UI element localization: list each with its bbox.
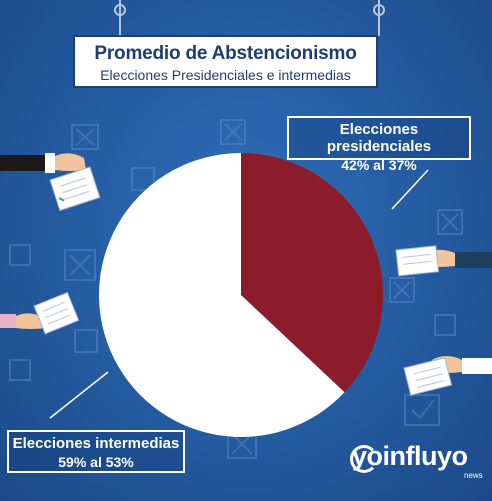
hand-with-ballot-icon	[395, 245, 492, 277]
sign-string-right	[378, 0, 380, 36]
logo-sub: news	[464, 471, 483, 480]
presidential-label-title: Elecciones presidenciales	[326, 121, 432, 155]
ballot-checkbox-icon	[9, 119, 463, 459]
pie-slice-presidential	[241, 153, 384, 393]
sign-hook-left	[114, 4, 126, 16]
logo-ring-icon	[350, 445, 378, 473]
sign-string-left	[119, 0, 121, 36]
chart-subtitle: Elecciones Presidenciales e intermedias	[100, 67, 351, 83]
pie-slice-midterm	[99, 153, 345, 437]
presidential-label-box: Elecciones presidenciales 42% al 37%	[287, 116, 471, 173]
presidential-label-value: 42% al 37%	[341, 157, 417, 173]
yoinfluyo-logo: yoinfluyo news	[350, 441, 483, 480]
midterm-label-title: Elecciones intermedias	[12, 435, 180, 452]
presidential-leader-line	[391, 169, 429, 210]
midterm-label-value: 59% al 53%	[58, 454, 134, 470]
hand-with-ballot-icon	[0, 153, 101, 212]
title-sign: Promedio de Abstencionismo Elecciones Pr…	[73, 35, 378, 88]
sign-hook-right	[373, 4, 385, 16]
midterm-label-box: Elecciones intermedias 59% al 53%	[7, 430, 185, 473]
hand-with-ballot-icon	[403, 356, 492, 396]
hand-with-ballot-icon	[0, 291, 80, 335]
chart-title: Promedio de Abstencionismo	[94, 43, 357, 64]
midterm-leader-line	[49, 371, 109, 419]
